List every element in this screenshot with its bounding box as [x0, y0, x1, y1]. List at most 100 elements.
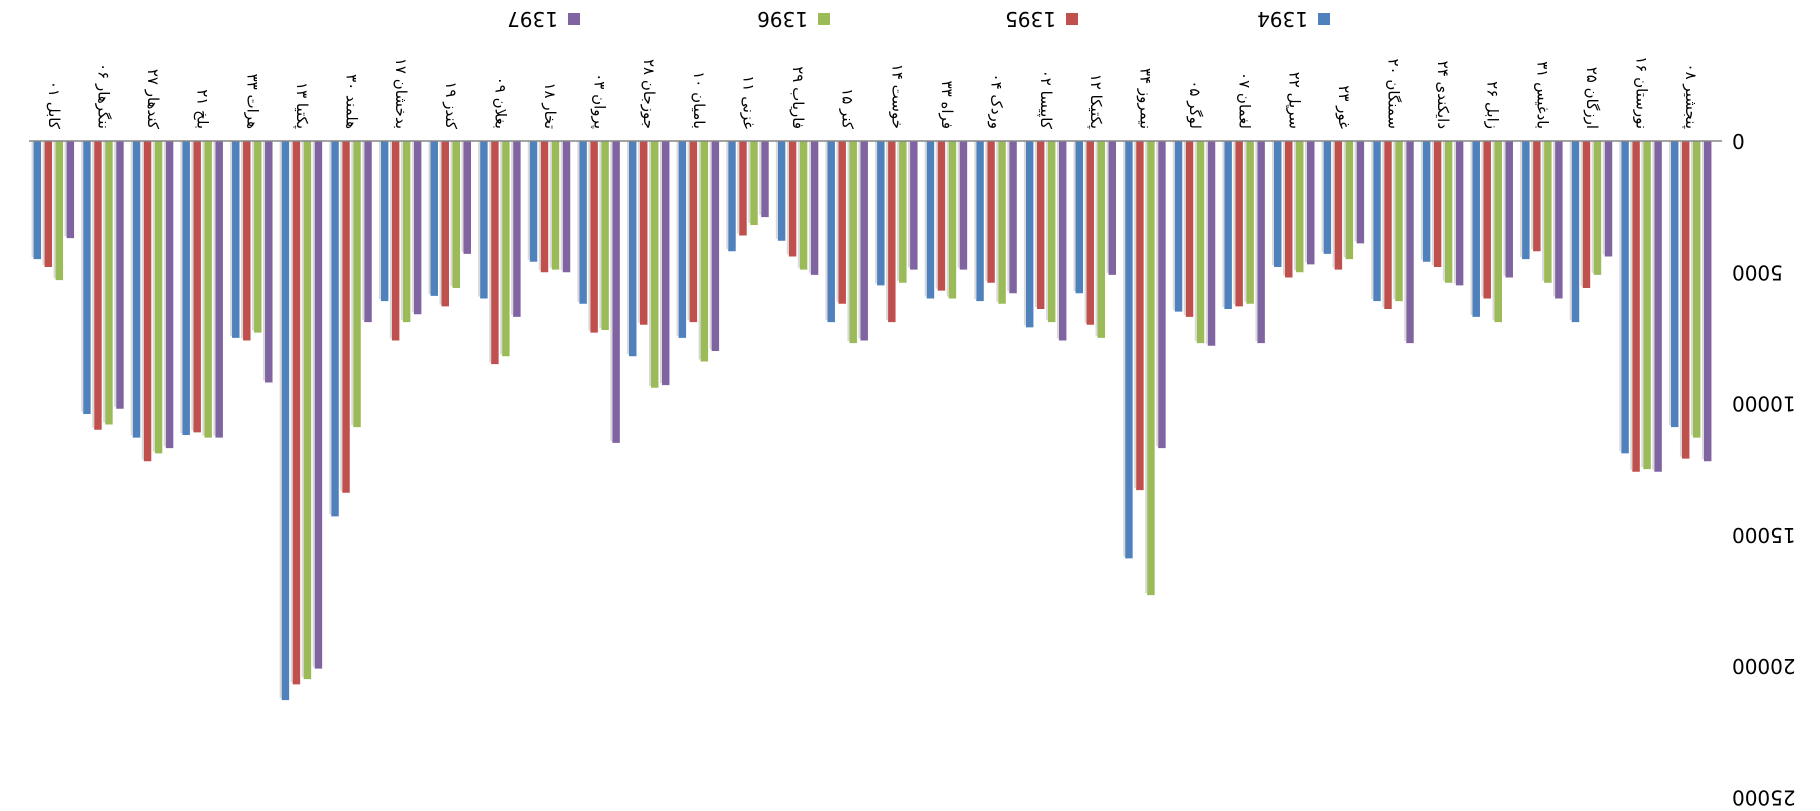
- bar-1394-21: [1025, 140, 1034, 328]
- bar-shadow: [312, 140, 315, 667]
- bar-shadow: [1255, 140, 1258, 342]
- category-label: ۱۸ تخار: [541, 82, 559, 129]
- bar-shadow: [1156, 140, 1159, 447]
- bar-shadow: [1453, 140, 1456, 284]
- bar-1394-24: [1174, 140, 1183, 312]
- bar-1396-21: [1047, 140, 1056, 323]
- bar-shadow: [1106, 140, 1109, 273]
- bar-shadow: [279, 140, 282, 699]
- bar-shadow: [439, 140, 442, 305]
- bar-shadow: [1023, 140, 1026, 326]
- bar-1397-7: [364, 140, 372, 323]
- bar-1397-20: [1009, 141, 1017, 294]
- bar-shadow: [329, 140, 332, 515]
- bar-1394-19: [926, 141, 935, 299]
- bar-shadow: [1431, 141, 1434, 265]
- y-tick-label: 25000: [1732, 785, 1796, 809]
- bar-1397-21: [1058, 141, 1067, 341]
- bar-1396-31: [1544, 141, 1552, 283]
- bar-1395-18: [888, 140, 896, 323]
- bar-shadow: [1420, 141, 1423, 260]
- bar-1395-4: [193, 140, 201, 433]
- category-label: ۰۲ کاپیسا: [1036, 70, 1055, 130]
- bar-1394-17: [827, 140, 835, 323]
- bar-shadow: [1591, 140, 1594, 273]
- bar-shadow: [577, 141, 580, 302]
- bar-1395-12: [590, 140, 598, 333]
- bar-1396-27: [1345, 140, 1354, 260]
- bar-1394-29: [1422, 141, 1431, 262]
- bar-1395-15: [739, 141, 747, 236]
- bar-shadow: [1690, 140, 1693, 436]
- bar-shadow: [1569, 140, 1572, 321]
- bar-1394-11: [529, 141, 538, 262]
- bar-shadow: [560, 141, 563, 271]
- category-label: ۱۷ بدخشان: [392, 58, 410, 129]
- bar-1396-14: [700, 141, 709, 362]
- bar-1395-5: [243, 141, 251, 341]
- bar-shadow: [1668, 140, 1671, 426]
- bar-1396-29: [1444, 141, 1453, 283]
- bar-1396-23: [1147, 140, 1155, 596]
- bar-1396-20: [998, 141, 1006, 304]
- bar-shadow: [1233, 140, 1236, 305]
- bar-1394-10: [480, 141, 488, 299]
- bar-1395-27: [1334, 140, 1343, 270]
- category-label: ۰۷ لغمان: [1236, 72, 1254, 129]
- bar-shadow: [450, 141, 453, 286]
- bar-shadow: [1679, 140, 1682, 457]
- bar-shadow: [1045, 140, 1048, 321]
- bar-shadow: [1244, 141, 1247, 302]
- bar-shadow: [290, 140, 293, 683]
- category-label: ۲۸ جوزجان: [640, 59, 658, 129]
- bar-shadow: [1630, 141, 1633, 470]
- bar-1394-34: [1670, 140, 1679, 428]
- category-label: ۰۳ پروان: [590, 73, 609, 129]
- bar-shadow: [81, 141, 84, 412]
- bar-1396-11: [551, 140, 560, 270]
- bar-shadow: [511, 140, 514, 315]
- bar-1394-23: [1125, 140, 1133, 559]
- bar-1397-6: [314, 140, 323, 669]
- bar-shadow: [1553, 141, 1556, 297]
- bar-shadow: [1442, 141, 1445, 281]
- bar-1396-9: [452, 141, 460, 288]
- bar-shadow: [1321, 140, 1324, 252]
- category-label: ۲۷ کندهار: [144, 69, 162, 130]
- bar-1394-28: [1373, 140, 1381, 302]
- bar-shadow: [230, 140, 233, 336]
- bar-1394-7: [331, 140, 339, 517]
- bar-1396-10: [502, 141, 510, 357]
- bar-shadow: [213, 140, 216, 436]
- bar-shadow: [698, 141, 701, 360]
- bar-1397-30: [1505, 141, 1513, 278]
- bar-shadow: [400, 140, 403, 321]
- bar-shadow: [1272, 141, 1274, 265]
- bar-1396-4: [204, 140, 212, 438]
- bar-shadow: [31, 140, 34, 258]
- bar-1395-23: [1136, 140, 1144, 491]
- bar-shadow: [114, 141, 117, 407]
- bar-1395-8: [391, 141, 400, 341]
- bar-1396-33: [1643, 140, 1651, 470]
- bar-1395-19: [937, 140, 946, 291]
- bar-1397-14: [711, 141, 720, 351]
- bar-1394-1: [33, 140, 42, 260]
- bar-1397-2: [116, 141, 124, 409]
- bar-shadow: [549, 140, 552, 268]
- category-label: ۲۵ ارزگان: [1583, 67, 1601, 129]
- bar-1396-17: [849, 140, 857, 344]
- y-tick-label: 5000: [1732, 260, 1783, 284]
- bar-shadow: [252, 140, 255, 331]
- bar-shadow: [588, 140, 591, 331]
- bar-1394-16: [777, 141, 786, 241]
- bar-shadow: [1701, 141, 1704, 460]
- y-tick-label: 10000: [1732, 392, 1796, 416]
- bars-group: [31, 140, 1712, 701]
- bar-shadow: [726, 141, 729, 250]
- legend-swatch-1394: [1318, 13, 1330, 25]
- bar-shadow: [1183, 140, 1186, 315]
- category-label: ۳۳ هرات: [243, 74, 261, 129]
- bar-1397-4: [215, 140, 223, 438]
- category-label: ۱۳ پکتیا: [292, 82, 311, 129]
